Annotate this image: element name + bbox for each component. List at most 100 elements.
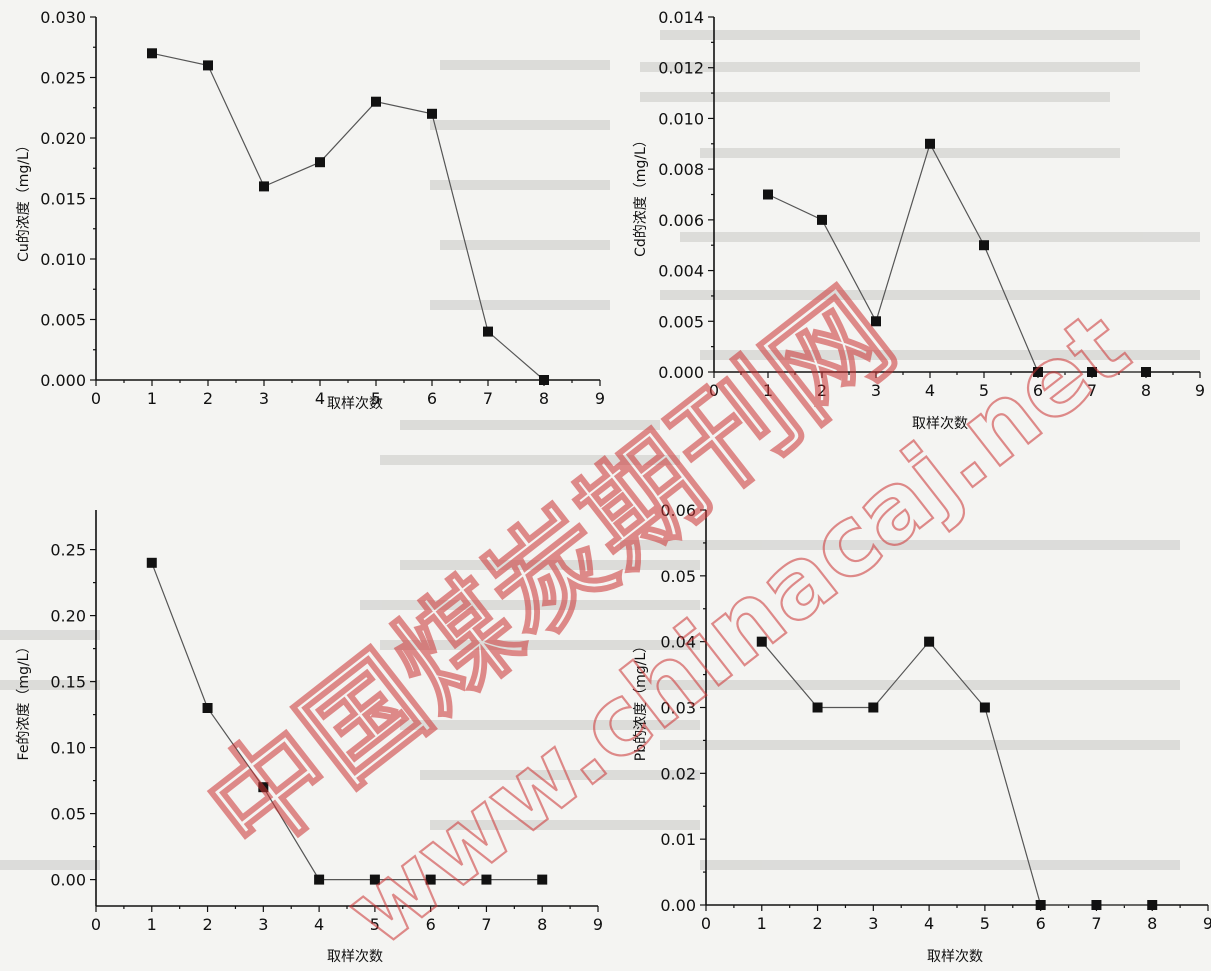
data-point — [314, 874, 325, 885]
x-tick-label: 7 — [481, 915, 491, 934]
y-tick-label: 0.020 — [40, 129, 86, 148]
x-tick-label: 6 — [1036, 914, 1046, 933]
y-tick-label: 0.008 — [658, 160, 704, 179]
y-tick-label: 0.04 — [660, 633, 696, 652]
x-tick-label: 8 — [1147, 914, 1157, 933]
x-tick-label: 0 — [91, 389, 101, 408]
y-axis-title: Fe的浓度（mg/L） — [16, 640, 32, 761]
y-tick-label: 0.025 — [40, 69, 86, 88]
data-point — [315, 157, 325, 168]
data-point — [812, 702, 823, 713]
x-tick-label: 7 — [483, 389, 493, 408]
x-tick-label: 9 — [593, 915, 603, 934]
y-axis-title: Cu的浓度（mg/L） — [16, 138, 32, 262]
data-point — [1147, 900, 1158, 910]
data-point — [1141, 367, 1151, 377]
data-point — [259, 181, 269, 192]
x-tick-label: 6 — [1033, 381, 1043, 400]
x-tick-label: 2 — [202, 915, 212, 934]
x-tick-label: 9 — [1203, 914, 1211, 933]
x-tick-label: 3 — [258, 915, 268, 934]
x-tick-label: 7 — [1091, 914, 1101, 933]
data-point — [481, 874, 492, 885]
y-tick-label: 0.25 — [50, 541, 86, 560]
y-axis-title: Pb的浓度（mg/L） — [633, 639, 649, 761]
data-point — [871, 316, 881, 327]
data-point — [147, 48, 157, 59]
x-tick-label: 2 — [812, 914, 822, 933]
x-tick-label: 2 — [817, 381, 827, 400]
data-point — [763, 189, 773, 200]
y-tick-label: 0.02 — [660, 764, 696, 783]
x-tick-label: 8 — [1141, 381, 1151, 400]
data-point — [925, 138, 935, 149]
x-tick-label: 9 — [1195, 381, 1205, 400]
x-axis-title: 取样次数 — [327, 396, 383, 412]
data-point — [202, 703, 213, 713]
y-tick-label: 0.005 — [40, 311, 86, 330]
x-tick-label: 5 — [979, 381, 989, 400]
y-tick-label: 0.15 — [50, 673, 86, 692]
series-line — [151, 562, 543, 881]
data-point — [146, 557, 157, 568]
data-point — [425, 874, 436, 885]
x-tick-label: 4 — [315, 389, 325, 408]
x-tick-label: 5 — [370, 915, 380, 934]
data-point — [979, 702, 990, 713]
data-point — [1033, 367, 1043, 377]
data-point — [924, 636, 935, 647]
x-tick-label: 7 — [1087, 381, 1097, 400]
data-point — [203, 60, 213, 71]
y-tick-label: 0.004 — [658, 262, 704, 281]
data-point — [371, 96, 381, 107]
x-tick-label: 8 — [537, 915, 547, 934]
y-tick-label: 0.014 — [658, 8, 704, 27]
x-tick-label: 8 — [539, 389, 549, 408]
y-tick-label: 0.10 — [50, 739, 86, 758]
data-point — [1091, 900, 1102, 910]
data-point — [258, 782, 269, 793]
x-tick-label: 1 — [147, 389, 157, 408]
y-tick-label: 0.05 — [50, 805, 86, 824]
x-tick-label: 2 — [203, 389, 213, 408]
data-point — [369, 874, 380, 885]
y-tick-label: 0.010 — [658, 109, 704, 128]
y-tick-label: 0.000 — [40, 371, 86, 390]
y-tick-label: 0.01 — [660, 830, 696, 849]
data-point — [1087, 367, 1097, 377]
y-tick-label: 0.000 — [658, 363, 704, 382]
data-point — [537, 874, 548, 885]
y-tick-label: 0.015 — [40, 190, 86, 209]
y-tick-label: 0.012 — [658, 59, 704, 78]
y-tick-label: 0.06 — [660, 501, 696, 520]
data-point — [756, 636, 767, 647]
x-tick-label: 1 — [147, 915, 157, 934]
x-tick-label: 4 — [314, 915, 324, 934]
x-tick-label: 9 — [595, 389, 605, 408]
data-point — [979, 240, 989, 251]
x-axis-title: 取样次数 — [327, 949, 383, 965]
data-point — [483, 326, 493, 337]
x-tick-label: 4 — [925, 381, 935, 400]
x-tick-label: 1 — [763, 381, 773, 400]
x-tick-label: 1 — [757, 914, 767, 933]
x-tick-label: 4 — [924, 914, 934, 933]
x-tick-label: 6 — [427, 389, 437, 408]
data-point — [868, 702, 879, 713]
series-line — [767, 142, 1146, 373]
y-tick-label: 0.030 — [40, 8, 86, 27]
x-tick-label: 3 — [259, 389, 269, 408]
y-tick-label: 0.05 — [660, 567, 696, 586]
y-tick-label: 0.005 — [658, 312, 704, 331]
data-point — [427, 108, 437, 119]
x-tick-label: 5 — [371, 389, 381, 408]
x-axis-title: 取样次数 — [927, 949, 983, 965]
x-tick-label: 0 — [701, 914, 711, 933]
data-point — [539, 375, 549, 385]
y-tick-label: 0.00 — [660, 896, 696, 915]
data-point — [817, 214, 827, 225]
